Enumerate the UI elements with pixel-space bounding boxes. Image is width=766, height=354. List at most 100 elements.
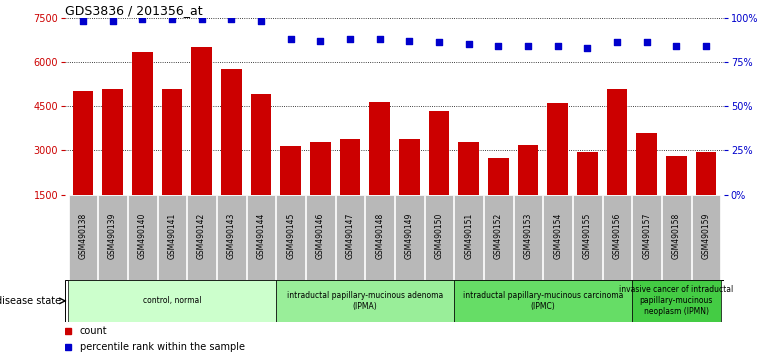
Text: count: count	[80, 326, 107, 336]
Bar	[662, 195, 691, 280]
Bar	[425, 195, 453, 280]
Bar	[395, 195, 424, 280]
Bar	[633, 195, 661, 280]
Bar	[310, 142, 331, 239]
Bar	[453, 280, 632, 322]
Bar	[399, 139, 420, 239]
Bar	[696, 152, 716, 239]
Bar	[632, 280, 721, 322]
Point	[77, 18, 89, 24]
Bar	[336, 195, 364, 280]
Text: GSM490149: GSM490149	[404, 212, 414, 259]
Point	[522, 43, 534, 49]
Text: GSM490144: GSM490144	[257, 212, 266, 259]
Text: GSM490148: GSM490148	[375, 212, 385, 259]
Bar	[369, 102, 390, 239]
Bar	[514, 195, 542, 280]
Bar	[458, 142, 479, 239]
Text: GSM490140: GSM490140	[138, 212, 147, 259]
Bar	[158, 195, 186, 280]
Bar	[221, 69, 241, 239]
Bar	[132, 52, 152, 239]
Text: GSM490153: GSM490153	[523, 212, 532, 259]
Text: percentile rank within the sample: percentile rank within the sample	[80, 342, 244, 352]
Text: GSM490139: GSM490139	[108, 212, 117, 259]
Bar	[247, 195, 275, 280]
Point	[700, 43, 712, 49]
Point	[493, 43, 505, 49]
Bar	[68, 280, 276, 322]
Text: intraductal papillary-mucinous carcinoma
(IPMC): intraductal papillary-mucinous carcinoma…	[463, 291, 623, 311]
Text: GSM490154: GSM490154	[553, 212, 562, 259]
Bar	[429, 110, 450, 239]
Text: GDS3836 / 201356_at: GDS3836 / 201356_at	[65, 4, 203, 17]
Bar	[573, 195, 601, 280]
Point	[670, 43, 683, 49]
Point	[552, 43, 564, 49]
Bar	[577, 152, 597, 239]
Text: GSM490142: GSM490142	[197, 212, 206, 259]
Text: GSM490159: GSM490159	[702, 212, 711, 259]
Bar	[277, 195, 305, 280]
Text: invasive cancer of intraductal
papillary-mucinous
neoplasm (IPMN): invasive cancer of intraductal papillary…	[619, 285, 734, 316]
Point	[611, 40, 624, 45]
Bar	[543, 195, 572, 280]
Point	[165, 17, 178, 22]
Text: GSM490145: GSM490145	[286, 212, 295, 259]
Text: GSM490152: GSM490152	[494, 212, 502, 259]
Bar	[98, 195, 127, 280]
Bar	[69, 195, 97, 280]
Bar	[454, 195, 483, 280]
Bar	[217, 195, 246, 280]
Point	[403, 38, 415, 44]
Text: GSM490151: GSM490151	[464, 212, 473, 259]
Text: GSM490147: GSM490147	[345, 212, 355, 259]
Bar	[548, 103, 568, 239]
Point	[640, 40, 653, 45]
Bar	[488, 158, 509, 239]
Text: GSM490158: GSM490158	[672, 212, 681, 259]
Bar	[692, 195, 720, 280]
Text: GSM490157: GSM490157	[642, 212, 651, 259]
Bar	[607, 88, 627, 239]
Bar	[250, 95, 271, 239]
Text: GSM490138: GSM490138	[78, 212, 87, 259]
Point	[195, 17, 208, 22]
Text: disease state: disease state	[0, 296, 61, 306]
Bar	[603, 195, 631, 280]
Point	[225, 17, 237, 22]
Bar	[280, 146, 301, 239]
Point	[463, 41, 475, 47]
Text: GSM490141: GSM490141	[168, 212, 176, 259]
Bar	[518, 144, 538, 239]
Bar	[637, 133, 657, 239]
Bar	[306, 195, 335, 280]
Point	[136, 17, 149, 22]
Bar	[102, 88, 123, 239]
Point	[581, 45, 594, 51]
Bar	[192, 47, 212, 239]
Point	[374, 36, 386, 42]
Point	[284, 36, 296, 42]
Bar	[188, 195, 216, 280]
Bar	[276, 280, 453, 322]
Bar	[73, 91, 93, 239]
Bar	[484, 195, 512, 280]
Point	[314, 38, 326, 44]
Text: GSM490146: GSM490146	[316, 212, 325, 259]
Bar	[666, 156, 687, 239]
Point	[255, 18, 267, 24]
Text: GSM490150: GSM490150	[434, 212, 444, 259]
Text: GSM490156: GSM490156	[613, 212, 621, 259]
Point	[106, 18, 119, 24]
Bar	[365, 195, 394, 280]
Text: control, normal: control, normal	[142, 296, 201, 306]
Text: GSM490155: GSM490155	[583, 212, 592, 259]
Bar	[162, 88, 182, 239]
Point	[433, 40, 445, 45]
Point	[344, 36, 356, 42]
Bar	[339, 139, 360, 239]
Text: intraductal papillary-mucinous adenoma
(IPMA): intraductal papillary-mucinous adenoma (…	[286, 291, 443, 311]
Text: GSM490143: GSM490143	[227, 212, 236, 259]
Bar	[128, 195, 156, 280]
